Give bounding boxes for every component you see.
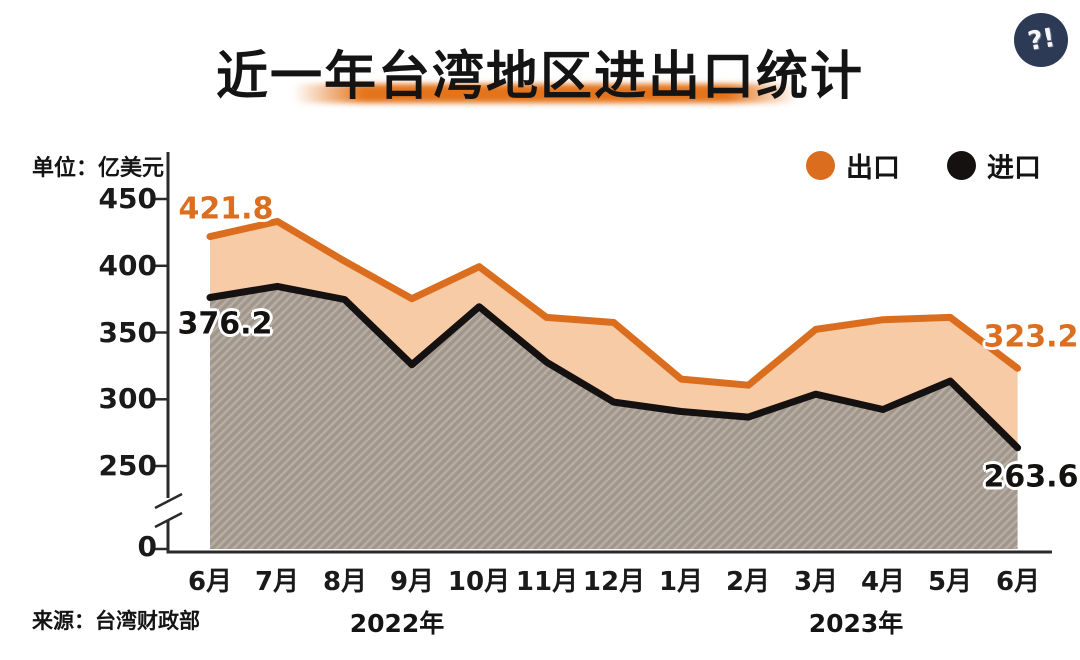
- header: 近一年台湾地区进出口统计 ?!: [0, 0, 1080, 120]
- source-label: 来源：台湾财政部: [32, 609, 200, 633]
- x-tick-label-1: 6月: [187, 567, 233, 597]
- y-tick-label-450: 450: [98, 182, 157, 215]
- y-tick-label-350: 350: [98, 316, 157, 349]
- year-label-2022: 2022年: [349, 609, 445, 638]
- page-title: 近一年台湾地区进出口统计: [215, 47, 865, 107]
- import-legend-dot-icon: [947, 151, 976, 180]
- x-tick-label-3: 8月: [322, 567, 368, 597]
- unit-label: 单位：亿美元: [32, 156, 165, 181]
- legend-item-import: 进口: [947, 146, 1041, 185]
- y-tick-label-400: 400: [98, 249, 157, 282]
- export-legend-dot-icon: [806, 151, 835, 180]
- legend-item-export: 出口: [806, 146, 900, 185]
- export-first-value-label: 421.8: [178, 191, 274, 227]
- import-legend-label: 进口: [987, 153, 1041, 184]
- brand-logo: ?!: [1014, 13, 1068, 67]
- x-tick-label-6: 11月: [515, 567, 579, 597]
- x-tick-label-9: 2月: [725, 567, 771, 597]
- y-tick-label-300: 300: [98, 382, 157, 415]
- x-tick-label-7: 12月: [582, 567, 646, 597]
- x-tick-label-4: 9月: [389, 567, 435, 597]
- y-tick-label-250: 250: [98, 449, 157, 482]
- x-tick-label-8: 1月: [658, 567, 704, 597]
- x-tick-label-13: 6月: [995, 567, 1041, 597]
- x-tick-label-11: 4月: [860, 567, 906, 597]
- export-line: [206, 217, 1022, 389]
- export-legend-label: 出口: [846, 153, 900, 184]
- x-tick-label-10: 3月: [793, 567, 839, 597]
- import-last-value-label: 263.6: [983, 459, 1079, 495]
- import-area: [210, 286, 1018, 549]
- x-tick-label-2: 7月: [254, 567, 300, 597]
- export-last-value-label: 323.2: [983, 319, 1079, 355]
- axis-break-slash: [154, 492, 183, 510]
- import-first-value-label: 376.2: [177, 306, 273, 342]
- year-label-2023: 2023年: [808, 609, 904, 638]
- x-tick-label-12: 5月: [927, 567, 973, 597]
- axes: [166, 152, 1052, 554]
- x-tick-label-5: 10月: [447, 567, 511, 597]
- y-tick-label-0: 0: [137, 530, 157, 563]
- import-line: [206, 282, 1022, 452]
- question-exclamation-logo-icon: ?!: [1025, 22, 1057, 58]
- axis-break-slash: [154, 511, 183, 529]
- title-underline-accent: [293, 84, 798, 103]
- chart-legend: 出口 进口: [806, 146, 1041, 185]
